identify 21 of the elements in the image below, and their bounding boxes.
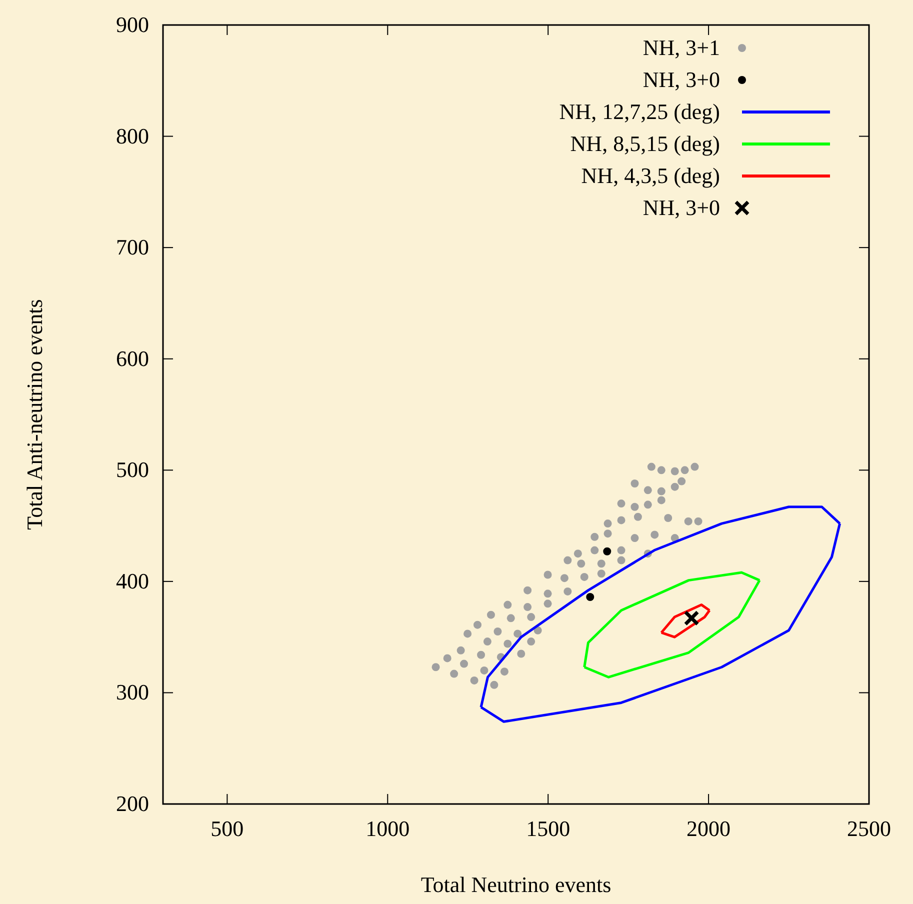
y-tick-label: 900: [116, 12, 149, 37]
x-tick-label: 1000: [366, 816, 410, 841]
legend-label: NH, 12,7,25 (deg): [559, 99, 720, 124]
x-tick-label: 2500: [847, 816, 891, 841]
x-axis-title: Total Neutrino events: [420, 872, 612, 897]
legend-label: NH, 4,3,5 (deg): [581, 163, 720, 188]
y-axis-title: Total Anti-neutrino events: [22, 299, 47, 530]
legend-label: NH, 8,5,15 (deg): [570, 131, 720, 156]
y-tick-label: 300: [116, 680, 149, 705]
y-tick-label: 500: [116, 457, 149, 482]
legend-label: NH, 3+0: [642, 195, 720, 220]
y-tick-label: 600: [116, 346, 149, 371]
x-tick-label: 2000: [686, 816, 731, 841]
y-tick-label: 700: [116, 234, 149, 260]
x-tick-label: 1500: [526, 816, 570, 841]
y-tick-label: 200: [116, 791, 149, 816]
y-tick-label: 400: [116, 568, 149, 594]
y-tick-label: 800: [116, 123, 149, 148]
x-tick-label: 500: [210, 816, 244, 841]
legend-label: NH, 3+1: [642, 35, 720, 60]
legend-label: NH, 3+0: [642, 67, 720, 92]
